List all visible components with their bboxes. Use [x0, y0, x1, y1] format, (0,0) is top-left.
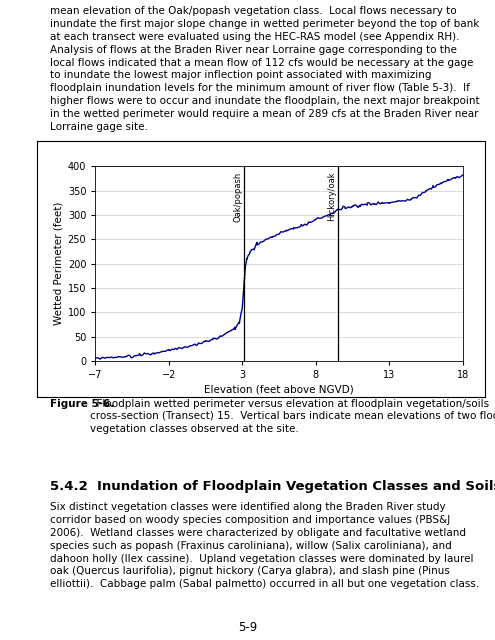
- Text: 5-9: 5-9: [238, 621, 257, 634]
- X-axis label: Elevation (feet above NGVD): Elevation (feet above NGVD): [204, 384, 354, 394]
- Text: Oak/popash: Oak/popash: [233, 172, 242, 221]
- Text: mean elevation of the Oak/popash vegetation class.  Local flows necessary to
inu: mean elevation of the Oak/popash vegetat…: [50, 6, 479, 132]
- Text: Floodplain wetted perimeter versus elevation at floodplain vegetation/soils
cros: Floodplain wetted perimeter versus eleva…: [90, 399, 495, 433]
- Text: Six distinct vegetation classes were identified along the Braden River study
cor: Six distinct vegetation classes were ide…: [50, 502, 479, 589]
- Y-axis label: Wetted Perimeter (feet): Wetted Perimeter (feet): [53, 202, 63, 325]
- Text: 5.4.2  Inundation of Floodplain Vegetation Classes and Soils: 5.4.2 Inundation of Floodplain Vegetatio…: [50, 480, 495, 493]
- Text: Hickory/oak: Hickory/oak: [327, 172, 336, 221]
- Text: Figure 5-6.: Figure 5-6.: [50, 399, 114, 409]
